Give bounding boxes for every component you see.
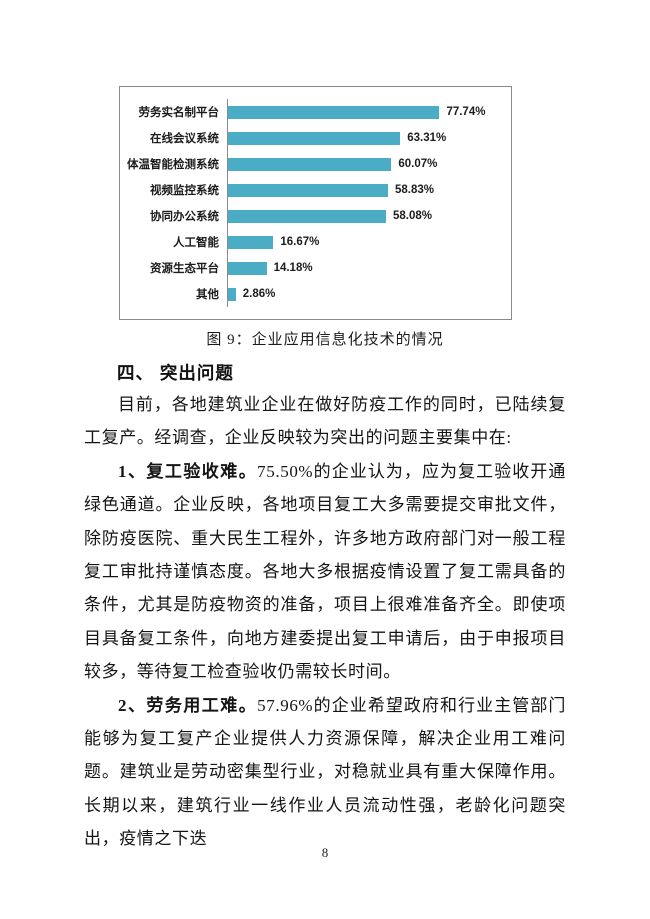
body-text: 目前，各地建筑业企业在做好防疫工作的同时，已陆续复工复产。经调查，企业反映较为突… xyxy=(84,388,566,856)
paragraph-issue-1: 1、复工验收难。75.50%的企业认为，应为复工验收开通绿色通道。企业反映，各地… xyxy=(84,455,566,689)
chart-row: 视频监控系统 58.83% xyxy=(120,177,511,203)
chart-category-label: 其他 xyxy=(196,289,219,301)
paragraph-intro: 目前，各地建筑业企业在做好防疫工作的同时，已陆续复工复产。经调查，企业反映较为突… xyxy=(84,388,566,455)
chart-bar xyxy=(228,287,236,301)
chart-row: 协同办公系统 58.08% xyxy=(120,203,511,229)
issue-2-body: 57.96%的企业希望政府和行业主管部门能够为复工复产企业提供人力资源保障，解决… xyxy=(84,695,566,849)
chart-value-label: 14.18% xyxy=(273,262,313,274)
chart-value-label: 58.83% xyxy=(395,184,435,196)
chart-value-label: 2.86% xyxy=(242,288,276,300)
chart-category-label: 体温智能检测系统 xyxy=(127,159,219,171)
section-heading: 四、 突出问题 xyxy=(117,363,234,383)
issue-1-lead: 1、复工验收难。 xyxy=(118,461,258,481)
chart-row: 其他 2.86% xyxy=(120,281,511,307)
chart-row: 劳务实名制平台 77.74% xyxy=(120,99,511,125)
chart-bar xyxy=(228,235,274,249)
chart-row: 体温智能检测系统 60.07% xyxy=(120,151,511,177)
chart-value-label: 16.67% xyxy=(280,236,320,248)
chart-category-label: 人工智能 xyxy=(173,237,219,249)
chart-bar xyxy=(228,261,267,275)
chart-bar xyxy=(228,183,389,197)
chart-category-label: 资源生态平台 xyxy=(150,263,219,275)
chart-category-label: 在线会议系统 xyxy=(150,133,219,145)
bar-chart: 劳务实名制平台 77.74% 在线会议系统 63.31% 体温智能检测系统 60.07% 视… xyxy=(119,86,512,320)
chart-bar-track: 77.74% xyxy=(227,99,511,125)
chart-value-label: 77.74% xyxy=(446,106,486,118)
chart-bar-track: 58.83% xyxy=(227,177,511,203)
chart-row: 资源生态平台 14.18% xyxy=(120,255,511,281)
chart-value-label: 58.08% xyxy=(392,210,432,222)
figure-9: 劳务实名制平台 77.74% 在线会议系统 63.31% 体温智能检测系统 60.07% 视… xyxy=(119,86,512,320)
paragraph-issue-2: 2、劳务用工难。57.96%的企业希望政府和行业主管部门能够为复工复产企业提供人… xyxy=(84,689,566,856)
chart-bar xyxy=(228,105,440,119)
chart-category-label: 视频监控系统 xyxy=(150,185,219,197)
chart-bar-track: 60.07% xyxy=(227,151,511,177)
chart-bar-track: 58.08% xyxy=(227,203,511,229)
chart-plot-area: 劳务实名制平台 77.74% 在线会议系统 63.31% 体温智能检测系统 60.07% 视… xyxy=(120,99,511,307)
paragraph-intro-text: 目前，各地建筑业企业在做好防疫工作的同时，已陆续复工复产。经调查，企业反映较为突… xyxy=(84,395,566,448)
chart-category-label: 劳务实名制平台 xyxy=(138,107,220,119)
issue-1-body: 75.50%的企业认为，应为复工验收开通绿色通道。企业反映，各地项目复工大多需要… xyxy=(84,461,566,682)
figure-caption: 图 9：企业应用信息化技术的情况 xyxy=(206,332,444,348)
chart-bar-track: 16.67% xyxy=(227,229,511,255)
chart-category-label: 协同办公系统 xyxy=(150,211,219,223)
chart-bar xyxy=(228,209,386,223)
issue-2-lead: 2、劳务用工难。 xyxy=(118,695,258,715)
chart-value-label: 60.07% xyxy=(398,158,438,170)
page-number: 8 xyxy=(321,845,329,860)
chart-value-label: 63.31% xyxy=(407,132,447,144)
chart-bar-track: 14.18% xyxy=(227,255,511,281)
chart-row: 在线会议系统 63.31% xyxy=(120,125,511,151)
chart-bar-track: 2.86% xyxy=(227,281,511,307)
chart-bar xyxy=(228,157,392,171)
chart-row: 人工智能 16.67% xyxy=(120,229,511,255)
chart-bar xyxy=(228,131,401,145)
chart-bar-track: 63.31% xyxy=(227,125,511,151)
